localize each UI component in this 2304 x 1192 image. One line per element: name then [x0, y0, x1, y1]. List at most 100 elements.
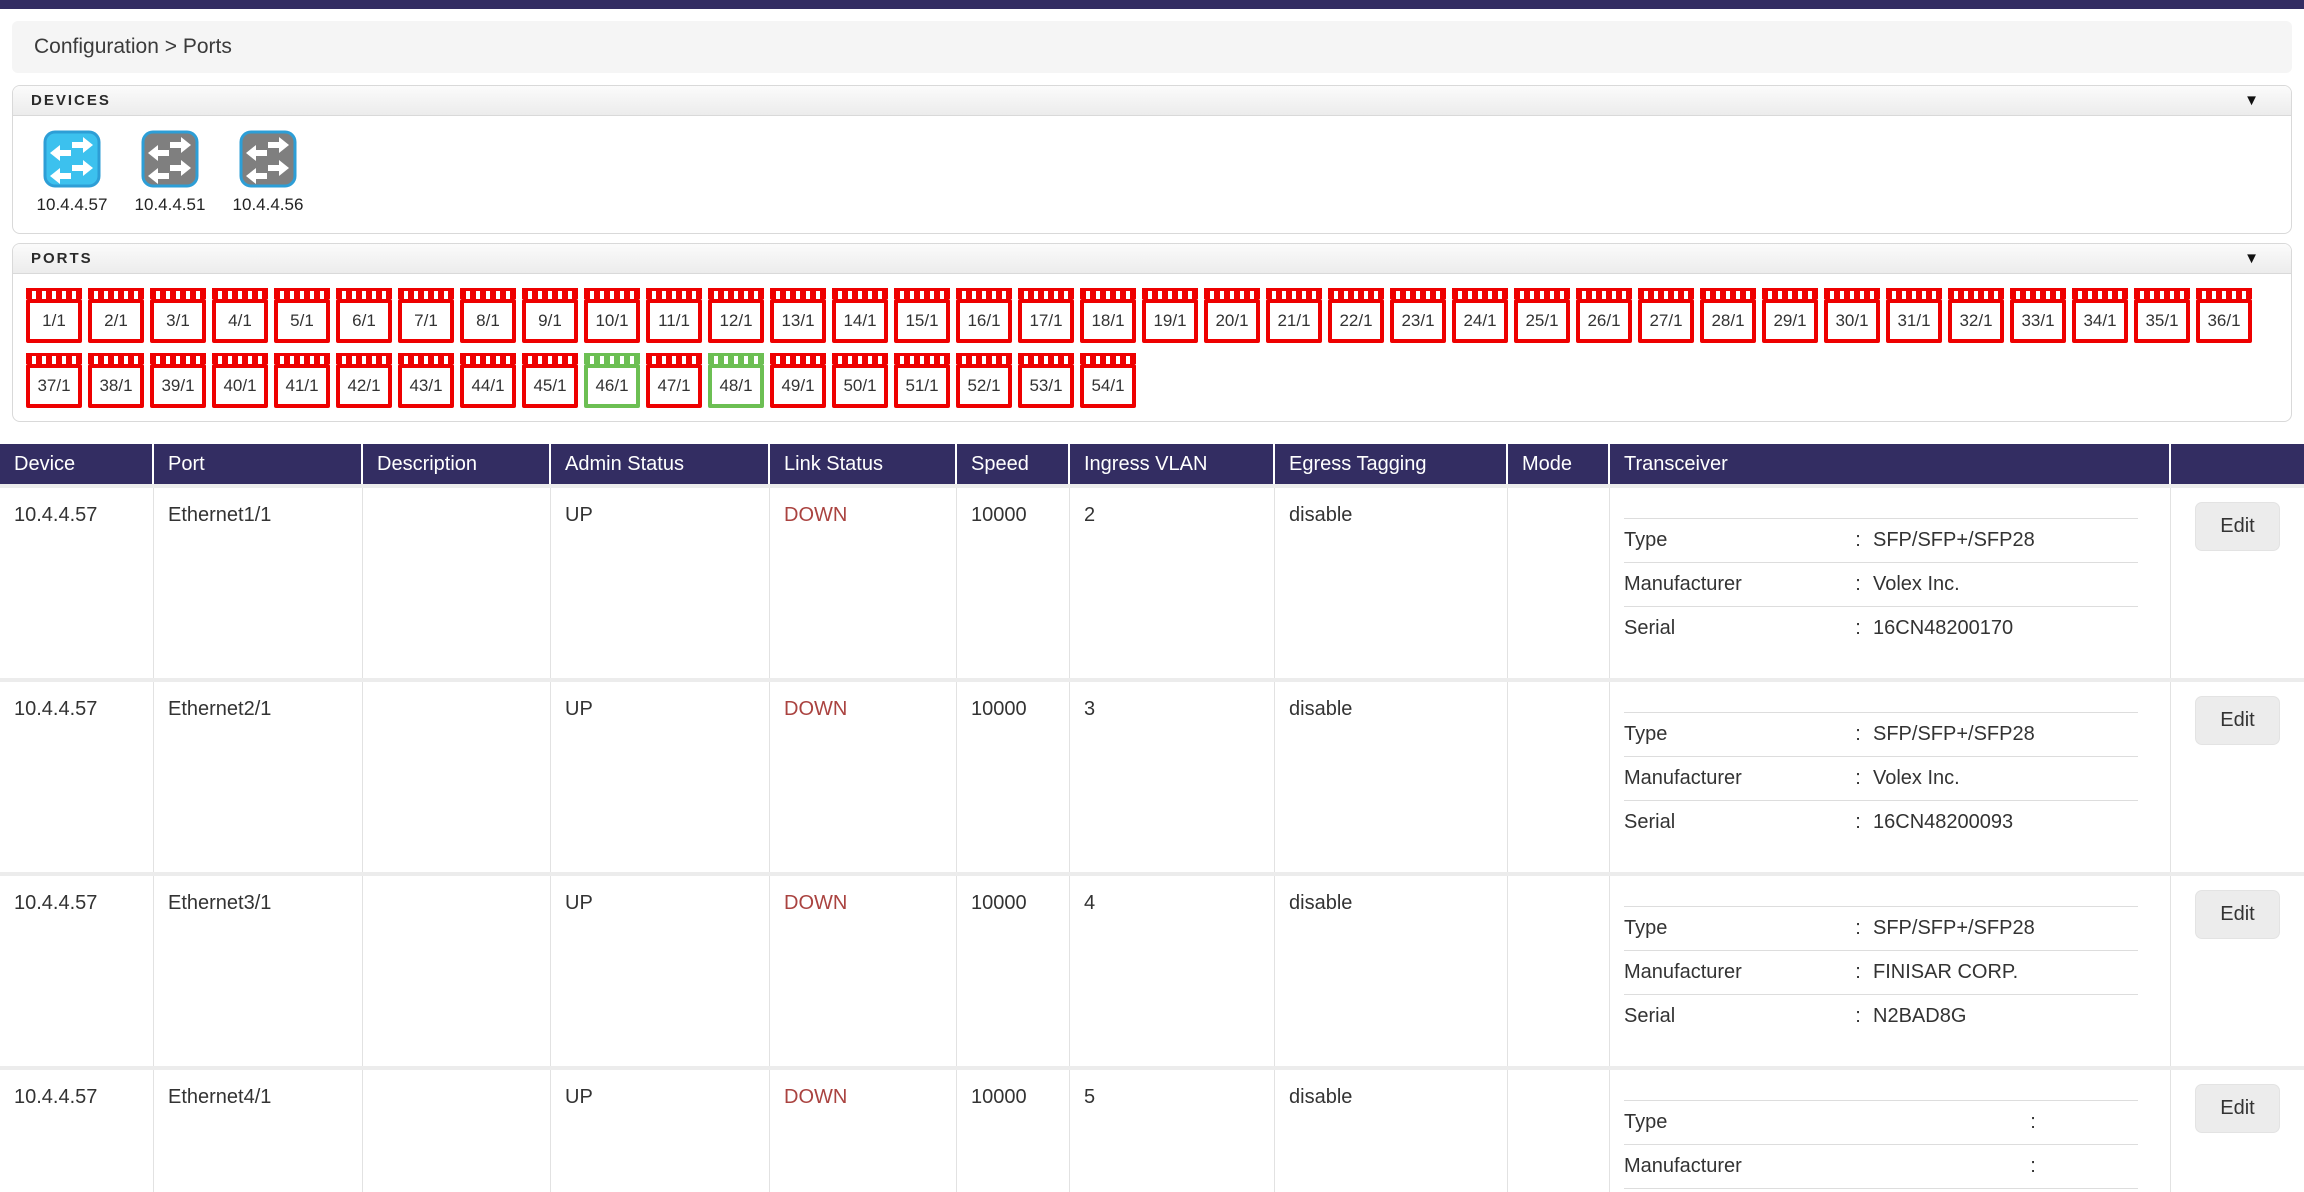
port-label: 31/1 [1886, 299, 1942, 343]
port-pins-icon [26, 353, 82, 364]
port-button[interactable]: 16/1 [956, 288, 1012, 343]
port-label: 10/1 [584, 299, 640, 343]
port-button[interactable]: 10/1 [584, 288, 640, 343]
port-button[interactable]: 26/1 [1576, 288, 1632, 343]
port-pins-icon [832, 353, 888, 364]
port-button[interactable]: 42/1 [336, 353, 392, 408]
port-label: 15/1 [894, 299, 950, 343]
port-pins-icon [1018, 288, 1074, 299]
port-label: 54/1 [1080, 364, 1136, 408]
port-button[interactable]: 11/1 [646, 288, 702, 343]
port-button[interactable]: 29/1 [1762, 288, 1818, 343]
transceiver-manufacturer-value: Volex Inc. [1873, 573, 1960, 595]
device-item[interactable]: 10.4.4.57 [29, 130, 115, 215]
port-label: 19/1 [1142, 299, 1198, 343]
port-label: 39/1 [150, 364, 206, 408]
chevron-down-icon[interactable]: ▼ [2244, 250, 2259, 267]
cell-egress-tagging: disable [1275, 488, 1508, 678]
port-button[interactable]: 28/1 [1700, 288, 1756, 343]
port-button[interactable]: 37/1 [26, 353, 82, 408]
port-pins-icon [770, 353, 826, 364]
port-button[interactable]: 19/1 [1142, 288, 1198, 343]
port-button[interactable]: 25/1 [1514, 288, 1570, 343]
port-button[interactable]: 32/1 [1948, 288, 2004, 343]
port-button[interactable]: 40/1 [212, 353, 268, 408]
transceiver-type-value: SFP/SFP+/SFP28 [1873, 529, 2035, 551]
port-button[interactable]: 8/1 [460, 288, 516, 343]
colon-separator: : [1855, 529, 1861, 551]
port-button[interactable]: 30/1 [1824, 288, 1880, 343]
port-button[interactable]: 12/1 [708, 288, 764, 343]
port-button[interactable]: 15/1 [894, 288, 950, 343]
port-label: 7/1 [398, 299, 454, 343]
port-button[interactable]: 46/1 [584, 353, 640, 408]
port-button[interactable]: 23/1 [1390, 288, 1446, 343]
port-button[interactable]: 44/1 [460, 353, 516, 408]
transceiver-manufacturer-label: Manufacturer [1624, 1155, 1742, 1177]
port-button[interactable]: 54/1 [1080, 353, 1136, 408]
port-button[interactable]: 50/1 [832, 353, 888, 408]
port-pins-icon [212, 353, 268, 364]
edit-button[interactable]: Edit [2195, 502, 2280, 551]
cell-transceiver: Type : SFP/SFP+/SFP28 Manufacturer : FIN… [1610, 876, 2171, 1066]
port-label: 34/1 [2072, 299, 2128, 343]
transceiver-serial-label: Serial [1624, 811, 1676, 833]
port-button[interactable]: 3/1 [150, 288, 206, 343]
port-button[interactable]: 24/1 [1452, 288, 1508, 343]
transceiver-serial-value: 16CN48200170 [1873, 617, 2014, 639]
column-header: Transceiver [1610, 444, 2171, 484]
chevron-down-icon[interactable]: ▼ [2244, 92, 2259, 109]
transceiver-serial-row: Serial : [1624, 1188, 2138, 1192]
port-button[interactable]: 14/1 [832, 288, 888, 343]
cell-ingress-vlan: 2 [1070, 488, 1275, 678]
port-button[interactable]: 38/1 [88, 353, 144, 408]
port-button[interactable]: 6/1 [336, 288, 392, 343]
port-button[interactable]: 52/1 [956, 353, 1012, 408]
device-item[interactable]: 10.4.4.51 [127, 130, 213, 215]
devices-panel-header: DEVICES ▼ [13, 86, 2291, 116]
cell-admin-status: UP [551, 682, 770, 872]
port-button[interactable]: 5/1 [274, 288, 330, 343]
port-button[interactable]: 43/1 [398, 353, 454, 408]
port-button[interactable]: 31/1 [1886, 288, 1942, 343]
port-button[interactable]: 4/1 [212, 288, 268, 343]
port-button[interactable]: 45/1 [522, 353, 578, 408]
port-button[interactable]: 17/1 [1018, 288, 1074, 343]
port-button[interactable]: 35/1 [2134, 288, 2190, 343]
port-button[interactable]: 18/1 [1080, 288, 1136, 343]
transceiver-type-row: Type : SFP/SFP+/SFP28 [1624, 518, 2138, 562]
port-button[interactable]: 22/1 [1328, 288, 1384, 343]
port-button[interactable]: 9/1 [522, 288, 578, 343]
port-button[interactable]: 41/1 [274, 353, 330, 408]
port-pins-icon [1700, 288, 1756, 299]
port-button[interactable]: 7/1 [398, 288, 454, 343]
port-button[interactable]: 34/1 [2072, 288, 2128, 343]
port-button[interactable]: 36/1 [2196, 288, 2252, 343]
port-label: 21/1 [1266, 299, 1322, 343]
port-button[interactable]: 1/1 [26, 288, 82, 343]
port-button[interactable]: 21/1 [1266, 288, 1322, 343]
edit-button[interactable]: Edit [2195, 890, 2280, 939]
port-button[interactable]: 13/1 [770, 288, 826, 343]
port-pins-icon [646, 288, 702, 299]
port-button[interactable]: 48/1 [708, 353, 764, 408]
port-button[interactable]: 51/1 [894, 353, 950, 408]
edit-button[interactable]: Edit [2195, 1084, 2280, 1133]
port-button[interactable]: 27/1 [1638, 288, 1694, 343]
port-button[interactable]: 20/1 [1204, 288, 1260, 343]
transceiver-type-label: Type [1624, 723, 1668, 745]
edit-button[interactable]: Edit [2195, 696, 2280, 745]
column-header: Admin Status [551, 444, 770, 484]
port-button[interactable]: 53/1 [1018, 353, 1074, 408]
transceiver-serial-row: Serial : 16CN48200170 [1624, 606, 2138, 650]
port-button[interactable]: 49/1 [770, 353, 826, 408]
port-button[interactable]: 33/1 [2010, 288, 2066, 343]
table-header: Device Port Description Admin Status Link St… [0, 444, 2304, 484]
cell-description [363, 876, 551, 1066]
port-button[interactable]: 2/1 [88, 288, 144, 343]
device-item[interactable]: 10.4.4.56 [225, 130, 311, 215]
colon-separator: : [1855, 767, 1861, 789]
port-pins-icon [1204, 288, 1260, 299]
port-button[interactable]: 39/1 [150, 353, 206, 408]
port-button[interactable]: 47/1 [646, 353, 702, 408]
